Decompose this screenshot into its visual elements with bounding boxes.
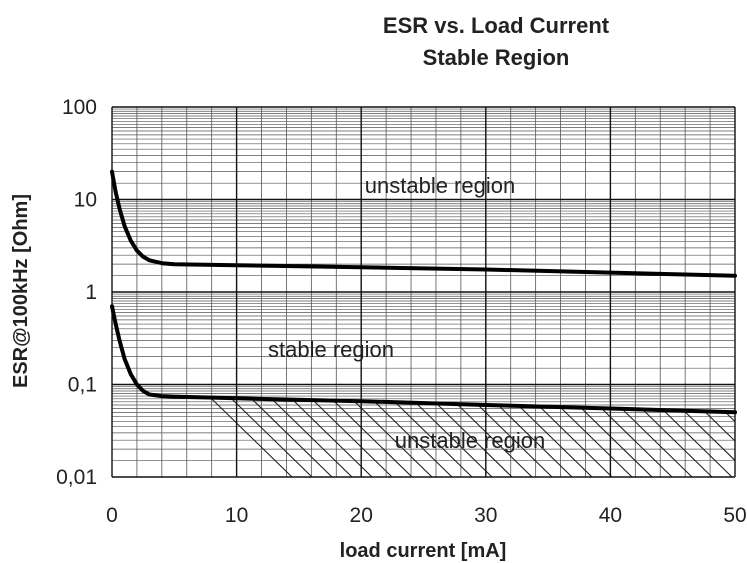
hatch-line bbox=[291, 306, 673, 477]
hatch-line bbox=[112, 306, 373, 477]
hatch-line bbox=[112, 306, 473, 477]
x-tick-label: 40 bbox=[599, 504, 622, 527]
hatch-line bbox=[112, 306, 393, 477]
y-axis-label: ESR@100kHz [Ohm] bbox=[10, 194, 32, 388]
hatch-line bbox=[112, 306, 313, 477]
chart-subtitle: Stable Region bbox=[423, 45, 570, 70]
major-gridlines bbox=[111, 106, 736, 478]
x-axis-label: load current [mA] bbox=[340, 540, 507, 562]
hatch-line bbox=[331, 306, 713, 477]
y-tick-label: 0,1 bbox=[68, 374, 97, 397]
hatch-line bbox=[112, 306, 353, 477]
x-tick-labels: 0 10 20 30 40 50 bbox=[106, 504, 747, 527]
hatch-line bbox=[391, 306, 735, 477]
hatch-line bbox=[211, 306, 593, 477]
hatch-line bbox=[112, 306, 493, 477]
hatch-line bbox=[112, 306, 413, 477]
hatch-line bbox=[271, 306, 653, 477]
curves bbox=[110, 169, 737, 415]
x-tick-label: 20 bbox=[350, 504, 373, 527]
hatch-line bbox=[311, 306, 693, 477]
y-tick-label: 10 bbox=[74, 189, 97, 212]
x-tick-label: 30 bbox=[474, 504, 497, 527]
lower-boundary-curve bbox=[110, 304, 737, 415]
hatch-line bbox=[371, 306, 735, 477]
hatch-line bbox=[171, 306, 553, 477]
hatch-line bbox=[112, 306, 293, 477]
x-tick-label: 50 bbox=[723, 504, 746, 527]
hatch-line bbox=[251, 306, 633, 477]
hatch-line bbox=[151, 306, 533, 477]
upper-boundary-curve bbox=[110, 169, 737, 278]
y-tick-label: 1 bbox=[85, 281, 97, 304]
annotation-lower-unstable: unstable region bbox=[395, 428, 545, 453]
hatch-line bbox=[191, 306, 573, 477]
hatch-line bbox=[112, 306, 453, 477]
hatch-line bbox=[112, 306, 433, 477]
annotation-upper-unstable: unstable region bbox=[365, 173, 515, 198]
annotation-stable: stable region bbox=[268, 337, 394, 362]
y-tick-label: 100 bbox=[62, 96, 97, 119]
lower-hatch bbox=[112, 306, 735, 477]
hatch-line bbox=[131, 306, 513, 477]
x-tick-label: 10 bbox=[225, 504, 248, 527]
hatch-line bbox=[112, 306, 333, 477]
hatch-line bbox=[231, 306, 613, 477]
hatch-line bbox=[351, 306, 733, 477]
y-tick-labels: 0,01 0,1 1 10 100 bbox=[56, 96, 97, 489]
y-tick-label: 0,01 bbox=[56, 466, 97, 489]
x-tick-label: 0 bbox=[106, 504, 118, 527]
chart-title: ESR vs. Load Current bbox=[383, 13, 610, 38]
hatch-line bbox=[411, 306, 735, 477]
